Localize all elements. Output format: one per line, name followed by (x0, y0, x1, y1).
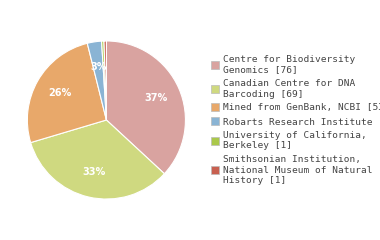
Text: 3%: 3% (90, 62, 106, 72)
Wedge shape (106, 41, 185, 174)
Legend: Centre for Biodiversity
Genomics [76], Canadian Centre for DNA
Barcoding [69], M: Centre for Biodiversity Genomics [76], C… (210, 54, 380, 186)
Wedge shape (31, 120, 165, 199)
Wedge shape (87, 41, 106, 120)
Wedge shape (101, 41, 106, 120)
Text: 26%: 26% (48, 88, 71, 98)
Text: 37%: 37% (144, 94, 167, 103)
Wedge shape (27, 43, 106, 143)
Wedge shape (104, 41, 106, 120)
Text: 33%: 33% (82, 167, 106, 177)
